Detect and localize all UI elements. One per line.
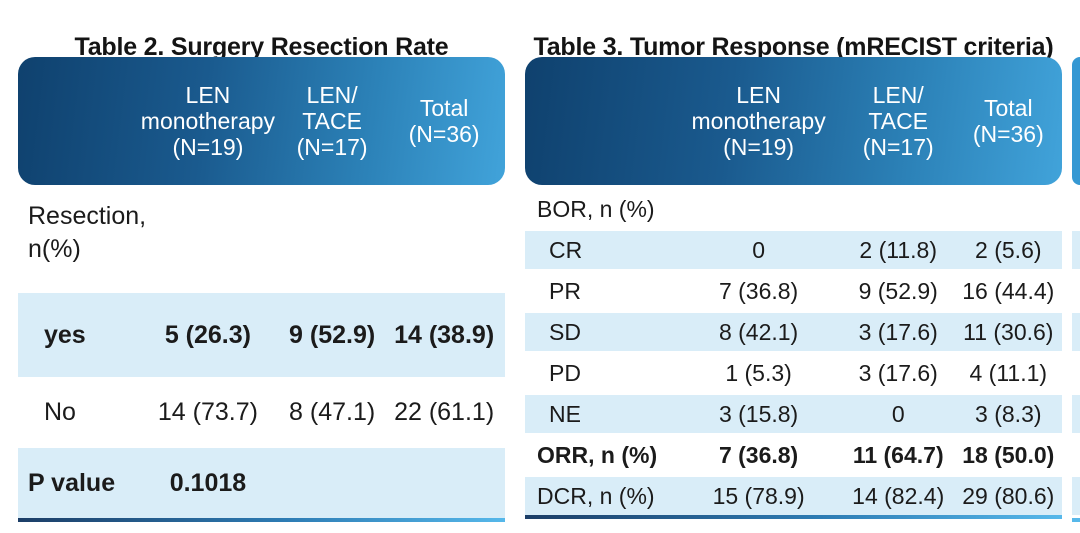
- cell-len-monotherapy: 5 (26.3): [164, 320, 251, 349]
- cell-total: 18 (50.0): [962, 441, 1055, 468]
- cell-total: 3 (8.3): [975, 400, 1042, 427]
- table-row-cr: CR 0 2 (11.8) 2 (5.6): [525, 231, 1062, 269]
- table-row-pr: PR 7 (36.8) 9 (52.9) 16 (44.4): [525, 272, 1062, 310]
- cell-total: 4 (11.1): [969, 359, 1048, 386]
- row-label: Resection, n(%): [28, 202, 147, 263]
- table-row-pd: PD 1 (5.3) 3 (17.6) 4 (11.1): [525, 354, 1062, 392]
- cell-total: 16 (44.4): [962, 277, 1055, 304]
- table3-header-total: Total (N=36): [972, 94, 1044, 147]
- table3-header-len-monotherapy: LEN monotherapy (N=19): [691, 81, 826, 161]
- row-label: BOR, n (%): [537, 195, 655, 222]
- cell-len-monotherapy: 3 (15.8): [718, 400, 799, 427]
- table-row-orr: ORR, n (%) 7 (36.8) 11 (64.7) 18 (50.0): [525, 436, 1062, 474]
- cell-total: 22 (61.1): [394, 398, 495, 426]
- tumor-response-table: Table 3. Tumor Response (mRECIST criteri…: [525, 0, 1062, 533]
- table2-header-len-tace: LEN/ TACE (N=17): [296, 81, 368, 161]
- cell-len-tace: 14 (82.4): [852, 482, 945, 509]
- table-row-yes: yes 5 (26.3) 9 (52.9) 14 (38.9): [18, 293, 505, 377]
- table-row-sd: SD 8 (42.1) 3 (17.6) 11 (30.6): [525, 313, 1062, 351]
- row-label: PD: [549, 359, 581, 386]
- table3-header-bar: LEN monotherapy (N=19) LEN/ TACE (N=17) …: [525, 57, 1062, 185]
- cell-total: 11 (30.6): [963, 318, 1054, 345]
- table-row-dcr: DCR, n (%) 15 (78.9) 14 (82.4) 29 (80.6): [525, 477, 1062, 515]
- partial-table-row-stripe: [1072, 313, 1080, 351]
- table3-bottom-accent-line: [525, 515, 1062, 519]
- row-label: P value: [28, 468, 116, 497]
- row-label: NE: [549, 400, 581, 427]
- table2-body: Resection, n(%) yes 5 (26.3) 9 (52.9) 14…: [18, 190, 505, 522]
- table-row-ne: NE 3 (15.8) 0 3 (8.3): [525, 395, 1062, 433]
- row-label: PR: [549, 277, 581, 304]
- table3-body: BOR, n (%) CR 0 2 (11.8) 2 (5.6) PR 7 (3…: [525, 190, 1062, 519]
- cell-len-tace: 0: [891, 400, 905, 427]
- table3-header-len-tace: LEN/ TACE (N=17): [862, 81, 934, 161]
- cell-len-tace: 3 (17.6): [858, 318, 938, 345]
- row-label: No: [44, 398, 76, 426]
- cell-len-tace: 9 (52.9): [289, 320, 376, 349]
- cell-len-monotherapy: 0: [752, 236, 765, 263]
- table2-title: Table 2. Surgery Resection Rate: [74, 32, 449, 61]
- cell-total: 29 (80.6): [962, 482, 1055, 509]
- row-label: CR: [549, 236, 583, 263]
- table2-header-total: Total (N=36): [408, 94, 480, 147]
- cell-len-tace: 11 (64.7): [852, 441, 944, 468]
- table2-header-spacer: [18, 57, 135, 185]
- table-row-bor: BOR, n (%): [525, 190, 1062, 228]
- partial-table-row-stripe: [1072, 395, 1080, 433]
- cell-len-monotherapy: 14 (73.7): [157, 398, 258, 426]
- table-row-resection: Resection, n(%): [18, 190, 505, 293]
- row-label: SD: [549, 318, 581, 345]
- cell-len-tace: 9 (52.9): [858, 277, 938, 304]
- surgery-resection-table: Table 2. Surgery Resection Rate LEN mono…: [18, 0, 505, 533]
- partial-table-header-bar: [1072, 57, 1080, 185]
- row-label: ORR, n (%): [537, 441, 658, 468]
- cell-pvalue: 0.1018: [169, 468, 247, 497]
- row-label: DCR, n (%): [537, 482, 655, 509]
- cell-len-tace: 8 (47.1): [289, 398, 376, 426]
- partial-table-row-stripe: [1072, 477, 1080, 515]
- cell-len-monotherapy: 7 (36.8): [718, 441, 799, 468]
- cell-len-tace: 3 (17.6): [858, 359, 938, 386]
- table3-title: Table 3. Tumor Response (mRECIST criteri…: [533, 32, 1054, 61]
- cell-len-monotherapy: 15 (78.9): [712, 482, 805, 509]
- cell-len-monotherapy: 8 (42.1): [718, 318, 799, 345]
- cell-len-tace: 2 (11.8): [859, 236, 937, 263]
- table2-bottom-accent-line: [18, 518, 505, 522]
- cell-len-monotherapy: 7 (36.8): [718, 277, 799, 304]
- table-row-no: No 14 (73.7) 8 (47.1) 22 (61.1): [18, 385, 505, 440]
- row-label: yes: [44, 320, 86, 349]
- table-row-pvalue: P value 0.1018: [18, 448, 505, 518]
- table2-header-bar: LEN monotherapy (N=19) LEN/ TACE (N=17) …: [18, 57, 505, 185]
- partial-table-bottom-accent-line: [1072, 518, 1080, 522]
- cell-total: 14 (38.9): [394, 320, 495, 349]
- cell-total: 2 (5.6): [975, 236, 1042, 263]
- table2-header-len-monotherapy: LEN monotherapy (N=19): [140, 81, 276, 161]
- table3-header-spacer: [525, 57, 675, 185]
- partial-table-edge: [1072, 0, 1080, 533]
- cell-len-monotherapy: 1 (5.3): [725, 359, 792, 386]
- partial-table-row-stripe: [1072, 231, 1080, 269]
